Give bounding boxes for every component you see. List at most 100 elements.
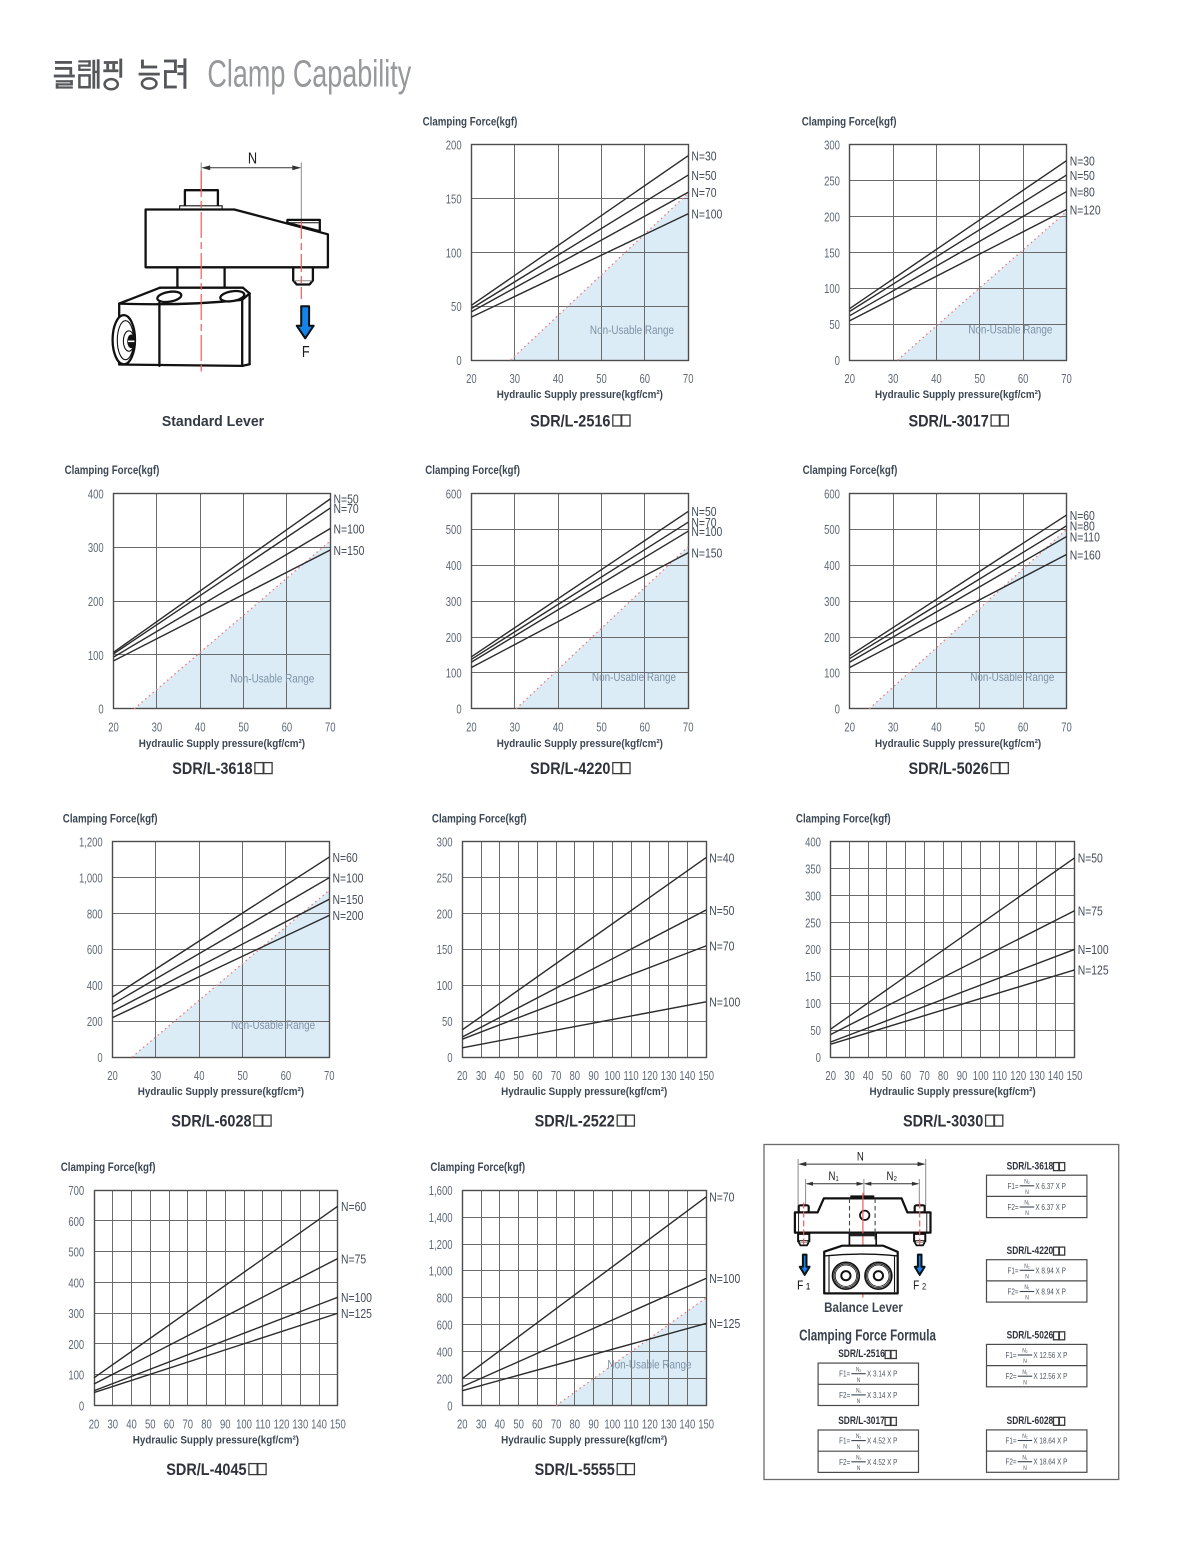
svg-text:N=80: N=80 [1070, 520, 1096, 534]
svg-text:60: 60 [640, 373, 651, 387]
svg-text:X 4.52 X P: X 4.52 X P [867, 1457, 897, 1467]
svg-text:70: 70 [683, 721, 694, 735]
svg-text:100: 100 [604, 1418, 620, 1432]
svg-text:F1=: F1= [1008, 1181, 1020, 1191]
svg-text:100: 100 [824, 667, 840, 681]
svg-text:600: 600 [824, 488, 840, 502]
svg-text:150: 150 [437, 944, 453, 958]
svg-text:110: 110 [255, 1418, 270, 1432]
svg-text:Clamping Force(kgf): Clamping Force(kgf) [796, 812, 891, 825]
svg-text:X 3.14 X P: X 3.14 X P [867, 1390, 897, 1400]
svg-text:N₁: N₁ [829, 1170, 839, 1183]
svg-text:F2=: F2= [839, 1390, 851, 1400]
svg-text:N=150: N=150 [334, 544, 365, 558]
svg-text:Clamping Force(kgf): Clamping Force(kgf) [432, 812, 527, 825]
svg-text:N: N [248, 150, 257, 168]
svg-text:N: N [1025, 1295, 1029, 1302]
svg-text:SDR/L-3618: SDR/L-3618 [172, 760, 252, 778]
svg-text:N=120: N=120 [1070, 203, 1101, 217]
svg-text:150: 150 [698, 1070, 714, 1084]
svg-text:SDR/L-6028: SDR/L-6028 [1007, 1415, 1054, 1428]
svg-text:Balance Lever: Balance Lever [824, 1299, 903, 1315]
svg-text:80: 80 [570, 1418, 581, 1432]
svg-text:40: 40 [553, 373, 564, 387]
svg-text:N₁: N₁ [1024, 1285, 1029, 1292]
svg-text:50: 50 [810, 1025, 821, 1039]
svg-text:N₂: N₂ [856, 1434, 862, 1441]
svg-text:40: 40 [863, 1070, 874, 1084]
svg-text:60: 60 [532, 1070, 543, 1084]
svg-text:20: 20 [457, 1418, 468, 1432]
svg-text:100: 100 [973, 1070, 989, 1084]
svg-text:X 12.56 X P: X 12.56 X P [1033, 1371, 1067, 1381]
svg-text:700: 700 [68, 1185, 84, 1199]
svg-text:60: 60 [164, 1418, 175, 1432]
svg-text:N=40: N=40 [709, 851, 735, 865]
svg-text:20: 20 [457, 1070, 468, 1084]
svg-text:400: 400 [87, 980, 103, 994]
svg-text:300: 300 [824, 139, 840, 153]
svg-text:200: 200 [88, 596, 104, 610]
svg-text:400: 400 [437, 1346, 453, 1360]
svg-text:0: 0 [835, 355, 840, 369]
svg-text:N=50: N=50 [334, 493, 360, 507]
svg-text:F1=: F1= [839, 1369, 851, 1379]
svg-text:Hydraulic Supply pressure(kgf/: Hydraulic Supply pressure(kgf/cm²) [869, 1086, 1035, 1099]
svg-text:F1=: F1= [1006, 1436, 1018, 1446]
svg-text:X 4.52 X P: X 4.52 X P [867, 1436, 897, 1446]
svg-text:1,200: 1,200 [429, 1239, 453, 1253]
svg-text:30: 30 [476, 1070, 487, 1084]
svg-text:0: 0 [79, 1400, 84, 1414]
svg-text:50: 50 [451, 301, 462, 315]
svg-text:100: 100 [604, 1070, 620, 1084]
svg-text:100: 100 [88, 650, 104, 664]
svg-text:40: 40 [553, 721, 564, 735]
svg-text:X 6.37 X P: X 6.37 X P [1035, 1202, 1065, 1212]
svg-text:70: 70 [183, 1418, 194, 1432]
svg-text:N=100: N=100 [341, 1291, 372, 1305]
svg-text:40: 40 [495, 1418, 506, 1432]
svg-text:N=100: N=100 [691, 208, 722, 222]
svg-text:N: N [857, 1465, 861, 1472]
svg-text:Non-Usable Range: Non-Usable Range [590, 324, 674, 337]
svg-text:40: 40 [195, 721, 206, 735]
svg-text:N: N [1023, 1380, 1027, 1387]
svg-text:Non-Usable Range: Non-Usable Range [970, 671, 1054, 684]
svg-text:50: 50 [237, 1070, 248, 1084]
svg-text:SDR/L-3618: SDR/L-3618 [1007, 1160, 1054, 1173]
svg-text:N₂: N₂ [886, 1170, 897, 1183]
svg-text:N₂: N₂ [1024, 1263, 1030, 1270]
svg-text:SDR/L-5555: SDR/L-5555 [535, 1461, 615, 1479]
svg-text:Clamping Force(kgf): Clamping Force(kgf) [430, 1161, 525, 1174]
svg-text:N=60: N=60 [341, 1200, 367, 1214]
svg-text:SDR/L-3030: SDR/L-3030 [903, 1112, 983, 1130]
svg-text:30: 30 [888, 373, 899, 387]
svg-text:F 2: F 2 [913, 1279, 926, 1292]
svg-text:N=50: N=50 [691, 505, 717, 519]
svg-text:40: 40 [931, 373, 942, 387]
svg-text:120: 120 [1010, 1070, 1026, 1084]
svg-text:200: 200 [437, 908, 453, 922]
svg-text:40: 40 [126, 1418, 137, 1432]
svg-text:70: 70 [919, 1070, 930, 1084]
svg-text:120: 120 [274, 1418, 290, 1432]
svg-text:N=70: N=70 [691, 186, 717, 200]
svg-text:30: 30 [151, 1070, 162, 1084]
svg-text:Clamping Force(kgf): Clamping Force(kgf) [802, 116, 897, 129]
svg-text:60: 60 [900, 1070, 911, 1084]
svg-text:N: N [1025, 1189, 1029, 1196]
svg-text:F2=: F2= [839, 1457, 851, 1467]
svg-text:50: 50 [975, 721, 986, 735]
svg-text:N: N [1025, 1274, 1029, 1281]
svg-text:50: 50 [145, 1418, 156, 1432]
svg-text:100: 100 [437, 980, 453, 994]
svg-text:Clamp Capability: Clamp Capability [207, 52, 411, 95]
svg-text:500: 500 [68, 1246, 84, 1260]
svg-text:N=50: N=50 [709, 904, 735, 918]
svg-text:X 8.94 X P: X 8.94 X P [1035, 1265, 1065, 1275]
svg-text:60: 60 [640, 721, 651, 735]
svg-text:80: 80 [570, 1070, 581, 1084]
svg-text:X 8.94 X P: X 8.94 X P [1035, 1287, 1065, 1297]
svg-text:N=100: N=100 [709, 1272, 740, 1286]
svg-text:100: 100 [68, 1369, 84, 1383]
